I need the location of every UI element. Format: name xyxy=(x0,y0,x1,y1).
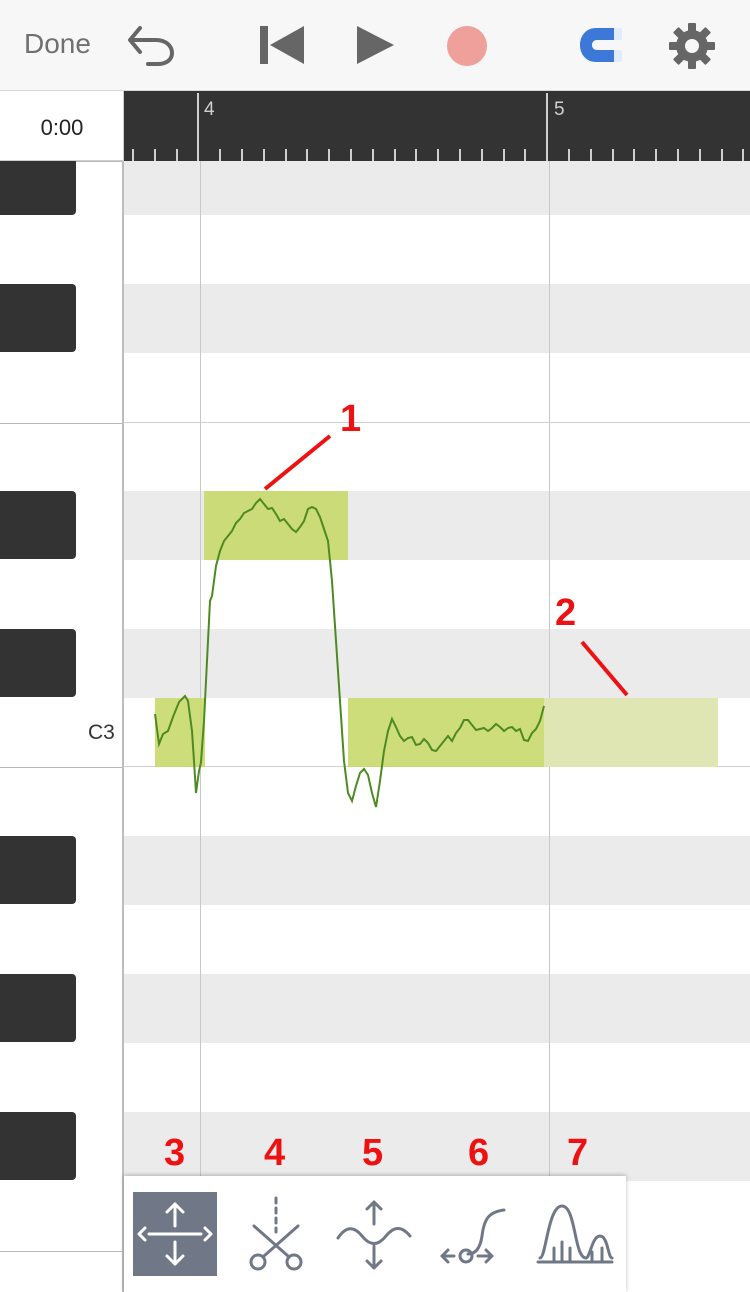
done-button[interactable]: Done xyxy=(24,28,91,59)
transition-curve-icon xyxy=(440,1208,506,1264)
skip-to-start-icon[interactable] xyxy=(258,24,308,66)
note-block-c3[interactable] xyxy=(348,698,544,767)
transition-tool[interactable] xyxy=(434,1192,518,1276)
annotation-2: 2 xyxy=(555,592,577,634)
black-key[interactable] xyxy=(0,836,76,904)
annotation-7: 7 xyxy=(567,1132,589,1174)
snap-magnet-icon[interactable] xyxy=(576,22,626,68)
octave-line xyxy=(124,422,750,423)
vibrato-tool[interactable] xyxy=(532,1192,616,1276)
annotation-5: 5 xyxy=(362,1132,384,1174)
pitch-lane xyxy=(124,284,750,353)
move-arrows-icon xyxy=(137,1202,213,1266)
pitch-lane xyxy=(124,161,750,215)
note-grid[interactable] xyxy=(124,161,750,1292)
play-icon[interactable] xyxy=(354,24,396,66)
annotation-4: 4 xyxy=(264,1132,286,1174)
black-key[interactable] xyxy=(0,629,76,697)
record-icon[interactable] xyxy=(445,24,489,68)
black-key[interactable] xyxy=(0,491,76,559)
note-block-2-unvoiced[interactable] xyxy=(544,698,718,767)
timeline-ruler[interactable]: 4 5 xyxy=(124,91,750,161)
black-key[interactable] xyxy=(0,284,76,352)
annotation-3: 3 xyxy=(164,1132,186,1174)
edit-tool-palette xyxy=(124,1176,626,1292)
current-time: 0:00 xyxy=(40,115,84,140)
time-position-display: 0:00 xyxy=(0,91,124,161)
bar-number-4: 4 xyxy=(204,99,215,120)
scissors-icon xyxy=(249,1196,303,1271)
top-toolbar: Done xyxy=(0,0,750,91)
key-separator xyxy=(0,1251,124,1252)
black-key[interactable] xyxy=(0,1112,76,1180)
piano-keyboard[interactable]: C3 xyxy=(0,161,124,1292)
note-block-c3-start[interactable] xyxy=(155,698,205,767)
settings-gear-icon[interactable] xyxy=(668,22,716,70)
bar-number-5: 5 xyxy=(554,99,565,120)
pitch-lane xyxy=(124,836,750,905)
pitch-lane xyxy=(124,1112,750,1181)
note-block-1[interactable] xyxy=(204,491,348,560)
black-key[interactable] xyxy=(0,974,76,1042)
pitch-wave-icon xyxy=(336,1200,412,1270)
ruler-ticks xyxy=(132,93,744,161)
pitch-lane xyxy=(124,629,750,698)
pitch-lane xyxy=(124,974,750,1043)
split-tool[interactable] xyxy=(234,1192,318,1276)
keyboard-edge xyxy=(122,161,124,1292)
annotation-6: 6 xyxy=(468,1132,490,1174)
undo-icon[interactable] xyxy=(126,22,176,68)
vibrato-peaks-icon xyxy=(536,1204,614,1264)
move-resize-tool[interactable] xyxy=(133,1192,217,1276)
pitch-curve xyxy=(154,497,545,808)
key-separator xyxy=(0,423,124,424)
annotation-1: 1 xyxy=(340,398,362,440)
black-key[interactable] xyxy=(0,161,76,215)
key-separator xyxy=(0,767,124,768)
c3-key-label: C3 xyxy=(88,721,115,744)
pitch-tool[interactable] xyxy=(332,1192,416,1276)
